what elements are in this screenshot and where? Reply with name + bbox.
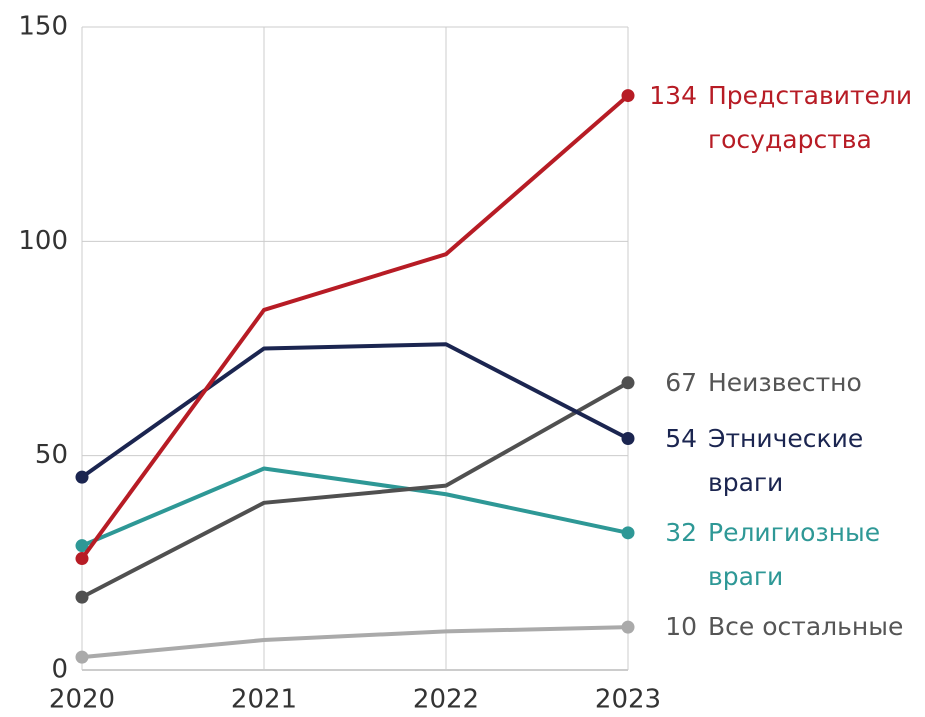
- value-label: 54: [665, 423, 697, 453]
- point: [621, 432, 635, 446]
- y-tick-label: 50: [35, 440, 68, 470]
- series-label: Религиозные враги: [708, 517, 881, 591]
- series-label: Этнические враги: [708, 423, 864, 497]
- point: [621, 526, 635, 540]
- x-tick-label: 2023: [595, 685, 661, 715]
- series-label: Неизвестно: [708, 367, 862, 397]
- value-label: 10: [665, 612, 697, 642]
- point: [75, 539, 89, 553]
- series-label: Все остальные: [708, 612, 904, 642]
- x-tick-label: 2020: [49, 685, 115, 715]
- point: [75, 650, 89, 664]
- line: [80, 94, 630, 560]
- point: [75, 590, 89, 604]
- line: [80, 342, 629, 479]
- x-tick-label: 2021: [231, 685, 297, 715]
- line: [81, 381, 629, 599]
- line: [81, 625, 629, 660]
- x-tick-label: 2022: [413, 685, 479, 715]
- y-tick-label: 150: [18, 12, 68, 42]
- value-label: 134: [649, 80, 697, 110]
- point: [621, 620, 635, 634]
- point: [75, 470, 89, 484]
- point: [75, 552, 89, 566]
- point: [621, 89, 635, 103]
- y-tick-label: 100: [18, 226, 68, 256]
- line: [81, 466, 629, 548]
- series-label: Представители государства: [708, 80, 913, 154]
- y-tick-label: 0: [51, 655, 68, 685]
- value-label: 67: [665, 367, 697, 397]
- point: [621, 376, 635, 390]
- value-label: 32: [665, 517, 697, 547]
